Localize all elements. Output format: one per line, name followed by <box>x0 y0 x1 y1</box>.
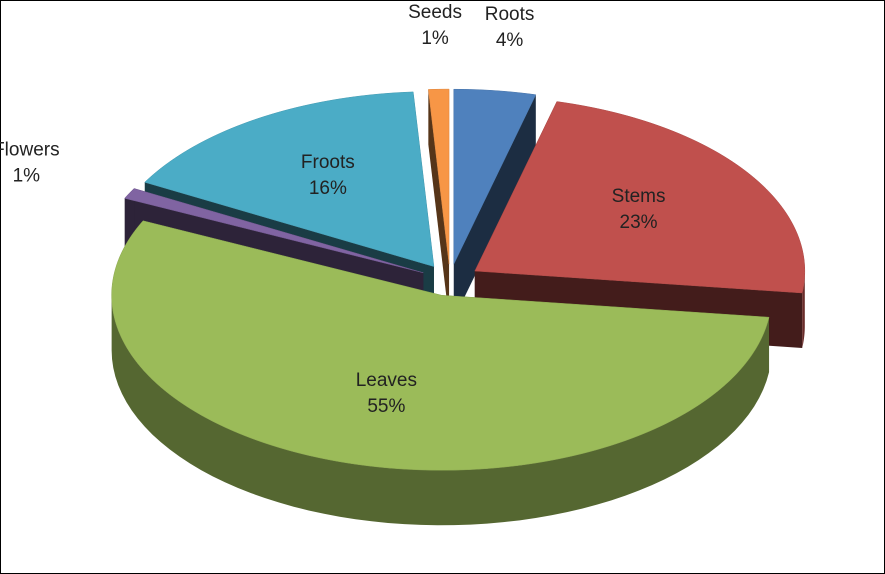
slice-wall <box>453 94 536 320</box>
label-value: 55% <box>367 396 405 417</box>
pie-slice <box>453 88 537 320</box>
label-value: 1% <box>421 28 449 49</box>
label-value: 23% <box>620 212 658 233</box>
slice-top <box>124 188 424 274</box>
slice-side <box>111 295 770 526</box>
slice-top <box>428 88 450 265</box>
data-label: Froots 16% <box>301 152 355 199</box>
data-label: Flowers 1% <box>0 140 60 187</box>
label-value: 16% <box>309 178 347 199</box>
slice-top <box>144 91 435 267</box>
slice-top <box>453 88 537 265</box>
label-name: Stems <box>612 186 666 207</box>
label-name: Froots <box>301 152 355 173</box>
label-name: Leaves <box>356 370 417 391</box>
label-value: 4% <box>496 30 524 51</box>
label-name: Seeds <box>408 2 462 23</box>
label-value: 1% <box>13 166 41 187</box>
label-name: Roots <box>485 4 535 25</box>
pie-slice <box>428 88 450 320</box>
data-label: Roots 4% <box>485 4 535 51</box>
data-label: Leaves 55% <box>356 370 417 417</box>
data-label: Seeds 1% <box>408 2 462 49</box>
pie-slice <box>111 220 770 526</box>
data-label: Stems 23% <box>612 186 666 233</box>
slice-top <box>474 101 806 294</box>
label-name: Flowers <box>0 140 60 161</box>
slice-top <box>111 220 770 471</box>
slice-wall <box>428 89 450 320</box>
